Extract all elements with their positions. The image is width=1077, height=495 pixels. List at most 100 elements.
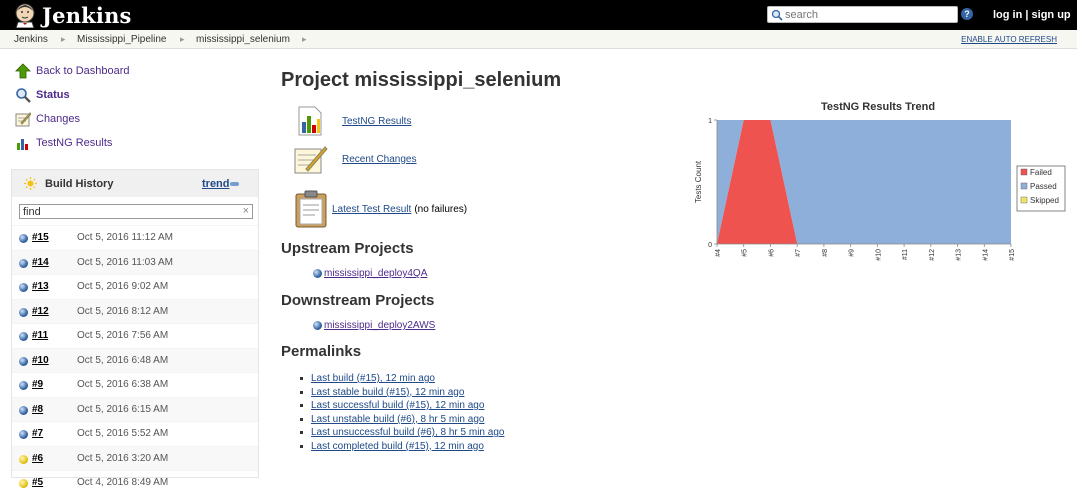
build-date: Oct 5, 2016 9:02 AM [77, 281, 169, 292]
back-to-dashboard-link[interactable]: Back to Dashboard [36, 65, 130, 77]
build-date: Oct 5, 2016 8:12 AM [77, 305, 169, 317]
permalinks-list: Last build (#15), 12 min ago Last stable … [300, 372, 504, 453]
build-number-link[interactable]: #7 [32, 428, 44, 439]
upstream-project-item[interactable]: mississippi_deploy4QA [313, 268, 427, 279]
build-number-link[interactable]: #15 [32, 232, 49, 243]
task-changes[interactable]: Changes [14, 110, 80, 128]
permalink-item: Last unstable build (#6), 8 hr 5 min ago [300, 413, 504, 427]
latest-test-result-main[interactable]: Latest Test Result (no failures) [295, 190, 467, 228]
upstream-project-link[interactable]: mississippi_deploy4QA [324, 268, 428, 279]
permalink-link[interactable]: Last unsuccessful build (#6), 8 hr 5 min… [311, 427, 505, 439]
build-date: Oct 5, 2016 3:20 AM [77, 452, 169, 464]
permalink-link[interactable]: Last stable build (#15), 12 min ago [311, 386, 465, 398]
permalink-item: Last build (#15), 12 min ago [300, 372, 504, 386]
permalink-link[interactable]: Last unstable build (#6), 8 hr 5 min ago [311, 413, 485, 425]
permalink-link[interactable]: Last build (#15), 12 min ago [311, 373, 435, 385]
sun-weather-icon [24, 177, 37, 190]
task-status[interactable]: Status [14, 86, 70, 104]
testng-results-main-link[interactable]: TestNG Results [342, 115, 412, 127]
build-row: #15 Oct 5, 2016 11:12 AM [12, 225, 258, 250]
build-date: Oct 4, 2016 8:49 AM [77, 477, 169, 488]
build-number-link[interactable]: #9 [32, 379, 44, 390]
downstream-project-link[interactable]: mississippi_deploy2AWS [324, 320, 436, 331]
search-box[interactable] [767, 6, 958, 23]
legend-label-failed: Failed [1030, 168, 1052, 177]
build-filter-input[interactable] [20, 205, 235, 218]
build-number-link[interactable]: #12 [32, 305, 49, 317]
collapse-icon[interactable] [230, 182, 239, 186]
permalinks-heading: Permalinks [281, 343, 362, 360]
clear-filter-icon[interactable]: × [242, 205, 249, 217]
downstream-projects-heading: Downstream Projects [281, 292, 435, 309]
build-number-link[interactable]: #11 [32, 330, 49, 341]
x-tick-label: #5 [742, 249, 749, 257]
testng-results-main[interactable]: TestNG Results [298, 106, 411, 136]
permalink-item: Last unsuccessful build (#6), 8 hr 5 min… [300, 426, 504, 440]
build-filter-box[interactable]: × [19, 204, 253, 219]
x-tick-label: #12 [929, 249, 936, 261]
signup-link[interactable]: sign up [1031, 9, 1071, 21]
permalink-link[interactable]: Last successful build (#15), 12 min ago [311, 400, 485, 412]
task-testng-results[interactable]: TestNG Results [14, 134, 112, 152]
build-row: #6 Oct 5, 2016 3:20 AM [12, 445, 258, 470]
jenkins-logo[interactable]: Jenkins [12, 2, 132, 28]
y-tick-label: 1 [708, 118, 712, 125]
build-date: Oct 5, 2016 6:38 AM [77, 379, 169, 390]
build-number-link[interactable]: #8 [32, 403, 44, 415]
logo-text: Jenkins [42, 2, 132, 28]
status-link[interactable]: Status [36, 89, 70, 101]
trend-link[interactable]: trend [202, 178, 230, 190]
build-number-link[interactable]: #10 [32, 354, 49, 366]
build-date: Oct 5, 2016 5:52 AM [77, 428, 169, 439]
blue-ball-status-icon [313, 269, 322, 278]
changes-link[interactable]: Changes [36, 113, 81, 125]
breadcrumb-chevron-icon[interactable]: ▸ [61, 34, 66, 44]
blue-ball-status-icon [19, 258, 28, 268]
build-number-link[interactable]: #6 [32, 452, 44, 464]
build-number-link[interactable]: #13 [32, 281, 49, 292]
login-area: log in | sign up [993, 9, 1071, 21]
notepad-icon [14, 110, 32, 128]
passed-area [717, 120, 1011, 244]
legend-swatch-passed [1020, 182, 1028, 190]
x-tick-label: #6 [768, 249, 775, 257]
build-date: Oct 5, 2016 6:15 AM [77, 403, 169, 415]
search-icon [771, 9, 783, 21]
x-tick-label: #15 [1009, 249, 1016, 261]
jenkins-butler-icon [15, 3, 35, 28]
downstream-project-item[interactable]: mississippi_deploy2AWS [313, 320, 435, 331]
login-link[interactable]: log in [993, 9, 1023, 21]
build-history-header: Build History trend [12, 170, 258, 197]
build-row: #7 Oct 5, 2016 5:52 AM [12, 421, 258, 446]
blue-ball-status-icon [19, 405, 28, 415]
recent-changes-main[interactable]: Recent Changes [294, 143, 417, 175]
breadcrumb-selenium[interactable]: mississippi_selenium [196, 34, 290, 45]
breadcrumb-jenkins[interactable]: Jenkins [14, 34, 48, 45]
yellow-ball-status-icon [19, 479, 28, 488]
search-input[interactable] [785, 7, 955, 22]
recent-changes-link[interactable]: Recent Changes [342, 153, 417, 165]
build-number-link[interactable]: #14 [32, 256, 49, 268]
breadcrumb-pipeline[interactable]: Mississippi_Pipeline [77, 34, 167, 45]
task-back-to-dashboard[interactable]: Back to Dashboard [14, 62, 130, 80]
breadcrumb-chevron-icon[interactable]: ▸ [180, 34, 185, 44]
x-tick-label: #4 [715, 249, 722, 257]
clipboard-icon [295, 190, 327, 228]
permalink-item: Last stable build (#15), 12 min ago [300, 386, 504, 400]
breadcrumb-chevron-icon[interactable]: ▸ [302, 34, 307, 44]
enable-auto-refresh-link[interactable]: ENABLE AUTO REFRESH [961, 35, 1057, 44]
blue-ball-status-icon [19, 283, 28, 292]
help-icon[interactable]: ? [961, 8, 973, 20]
x-tick-label: #9 [849, 249, 856, 257]
latest-test-result-link[interactable]: Latest Test Result [332, 203, 412, 215]
blue-ball-status-icon [19, 307, 28, 317]
bullet-icon [300, 404, 303, 408]
build-date: Oct 5, 2016 7:56 AM [77, 330, 169, 341]
testng-results-link[interactable]: TestNG Results [36, 137, 113, 149]
x-tick-label: #11 [902, 249, 909, 260]
permalink-link[interactable]: Last completed build (#15), 12 min ago [311, 440, 484, 452]
build-number-link[interactable]: #5 [32, 477, 44, 488]
testng-report-icon [298, 106, 322, 136]
bar-chart-icon [14, 134, 32, 152]
magnifier-icon [14, 86, 32, 104]
